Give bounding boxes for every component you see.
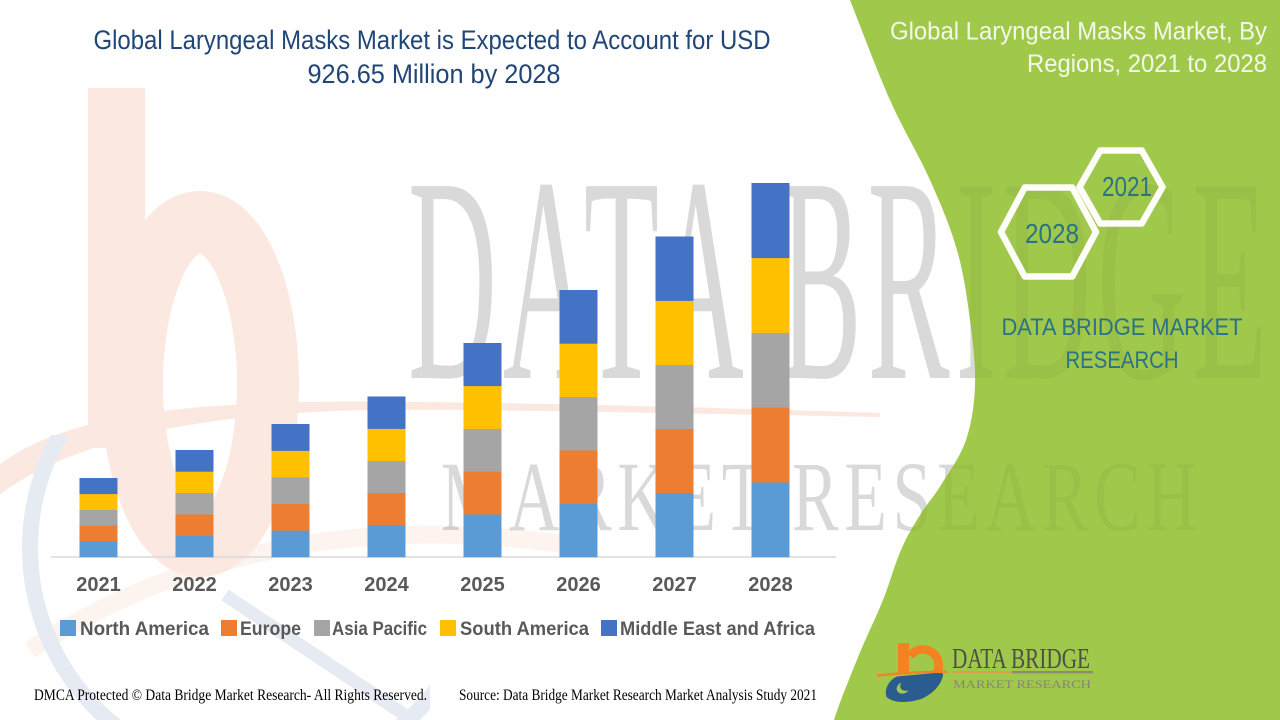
svg-text:Asia Pacific: Asia Pacific	[332, 618, 427, 640]
svg-text:South America: South America	[460, 618, 589, 640]
svg-text:2028: 2028	[1025, 218, 1079, 249]
svg-text:MARKET RESEARCH: MARKET RESEARCH	[441, 441, 1202, 552]
svg-text:DATA BRIDGE: DATA BRIDGE	[408, 117, 1273, 442]
svg-text:926.65 Million by 2028: 926.65 Million by 2028	[308, 59, 561, 89]
svg-text:MARKET RESEARCH: MARKET RESEARCH	[953, 677, 1091, 691]
svg-text:2026: 2026	[556, 574, 601, 596]
svg-text:Global Laryngeal Masks Market: Global Laryngeal Masks Market is Expecte…	[94, 25, 771, 55]
svg-text:Regions, 2021 to 2028: Regions, 2021 to 2028	[1027, 50, 1267, 78]
svg-text:2028: 2028	[748, 574, 793, 596]
svg-text:2023: 2023	[268, 574, 313, 596]
svg-text:Global Laryngeal Masks Market,: Global Laryngeal Masks Market, By	[890, 18, 1267, 46]
svg-text:2021: 2021	[1102, 171, 1152, 202]
svg-text:2022: 2022	[172, 574, 217, 596]
svg-text:2024: 2024	[364, 574, 409, 596]
svg-text:2027: 2027	[652, 574, 697, 596]
svg-text:RESEARCH: RESEARCH	[1066, 347, 1179, 374]
svg-text:North America: North America	[80, 618, 209, 640]
svg-text:2025: 2025	[460, 574, 505, 596]
svg-text:DATA BRIDGE: DATA BRIDGE	[952, 644, 1090, 675]
svg-text:Source: Data Bridge Market Res: Source: Data Bridge Market Research Mark…	[459, 687, 817, 704]
svg-text:Europe: Europe	[240, 618, 301, 640]
svg-text:2021: 2021	[76, 574, 121, 596]
svg-text:DMCA Protected © Data Bridge M: DMCA Protected © Data Bridge Market Rese…	[34, 687, 427, 704]
svg-text:DATA BRIDGE MARKET: DATA BRIDGE MARKET	[1002, 314, 1243, 341]
svg-text:Middle East and Africa: Middle East and Africa	[620, 618, 815, 640]
